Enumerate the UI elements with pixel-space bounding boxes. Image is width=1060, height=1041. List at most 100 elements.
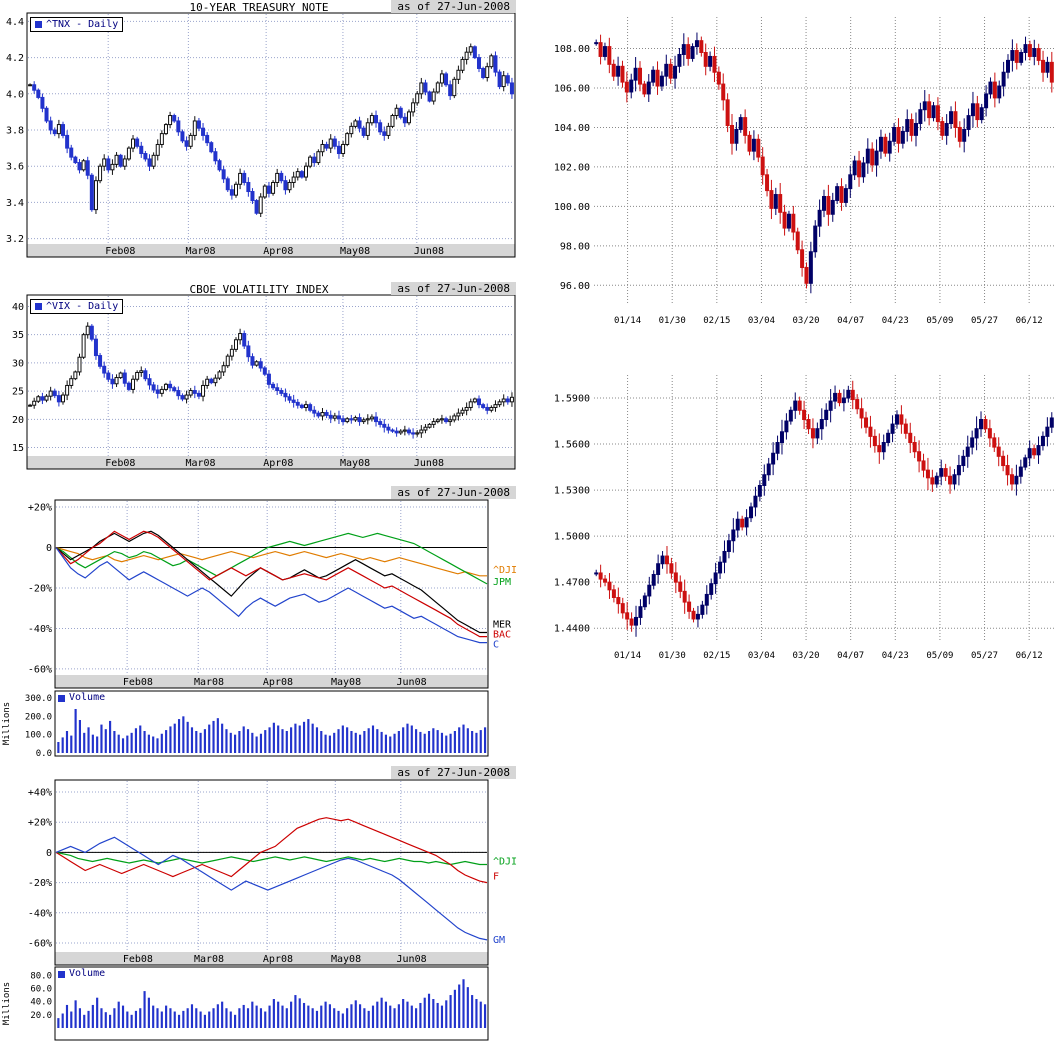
- svg-text:0: 0: [46, 543, 52, 554]
- svg-text:4.2: 4.2: [6, 53, 24, 64]
- treasury-chart-panel: 3.2 3.4 3.6 3.8 4.0 4.2 4.4 Feb08 Mar08 Apr08 May0…: [0, 0, 518, 272]
- svg-text:F: F: [493, 872, 499, 883]
- svg-text:1.4400: 1.4400: [554, 624, 590, 635]
- svg-text:100.0: 100.0: [25, 731, 52, 741]
- vix-legend: ^VIX - Daily: [30, 299, 124, 314]
- svg-text:Jun08: Jun08: [397, 954, 427, 965]
- svg-text:Millions: Millions: [2, 982, 12, 1025]
- svg-text:4.0: 4.0: [6, 89, 24, 100]
- svg-text:Feb08: Feb08: [105, 246, 135, 257]
- svg-text:JPM: JPM: [493, 577, 511, 588]
- treasury-chart-title: 10-YEAR TREASURY NOTE: [189, 1, 329, 14]
- svg-text:Apr08: Apr08: [263, 246, 293, 257]
- financials-compare-chart-panel: +20% 0 -20% -40% -60% Feb08 Mar08 Apr08 May08 Jun…: [0, 486, 518, 763]
- usdjpy-chart-panel: 96.00 98.00 100.00 102.00 104.00 106.00 108.00…: [540, 5, 1060, 340]
- svg-text:04/23: 04/23: [882, 651, 909, 661]
- svg-text:20.0: 20.0: [30, 1011, 52, 1021]
- svg-text:C: C: [493, 640, 499, 651]
- svg-text:20: 20: [12, 415, 24, 426]
- svg-text:3.6: 3.6: [6, 162, 24, 173]
- svg-text:-20%: -20%: [28, 878, 52, 889]
- svg-text:^DJI: ^DJI: [493, 856, 517, 867]
- autos-compare-chart-panel: +40% +20% 0 -20% -40% -60% Feb08 Mar08 Apr08 May0…: [0, 766, 518, 1041]
- svg-text:40: 40: [12, 302, 24, 313]
- svg-text:1.4700: 1.4700: [554, 578, 590, 589]
- svg-text:98.00: 98.00: [560, 241, 590, 252]
- svg-text:03/20: 03/20: [793, 316, 820, 326]
- svg-text:0.0: 0.0: [36, 749, 52, 759]
- svg-text:30: 30: [12, 358, 24, 369]
- treasury-asof-label: as of 27-Jun-2008: [391, 0, 516, 13]
- svg-text:1.5000: 1.5000: [554, 532, 590, 543]
- financials-volume-legend: Volume: [58, 692, 105, 704]
- svg-text:04/07: 04/07: [837, 651, 864, 661]
- autos-volume-legend: Volume: [58, 968, 105, 980]
- svg-text:Jun08: Jun08: [397, 677, 427, 688]
- autos-compare-canvas: +40% +20% 0 -20% -40% -60% Feb08 Mar08 Apr08 May0…: [2, 779, 517, 1041]
- svg-text:1.5900: 1.5900: [554, 394, 590, 405]
- svg-text:02/15: 02/15: [703, 316, 730, 326]
- eurusd-candlestick-canvas: 1.4400 1.4700 1.5000 1.5300 1.5600 1.5900 01/1…: [554, 375, 1054, 661]
- series-swatch-icon: [35, 21, 42, 28]
- treasury-legend: ^TNX - Daily: [30, 17, 124, 32]
- svg-text:Mar08: Mar08: [185, 458, 215, 469]
- svg-text:Millions: Millions: [2, 702, 12, 745]
- svg-text:300.0: 300.0: [25, 694, 52, 704]
- svg-text:-40%: -40%: [28, 624, 52, 635]
- vix-candlestick-canvas: 15 20 25 30 35 40 Feb08 Mar08 Apr08 May08 Jun08: [12, 294, 516, 470]
- svg-text:06/12: 06/12: [1016, 316, 1043, 326]
- svg-text:3.8: 3.8: [6, 126, 24, 137]
- svg-text:108.00: 108.00: [554, 44, 590, 55]
- svg-text:40.0: 40.0: [30, 998, 52, 1008]
- svg-text:Feb08: Feb08: [123, 954, 153, 965]
- svg-text:0: 0: [46, 848, 52, 859]
- volume-swatch-icon: [58, 970, 65, 978]
- svg-text:Feb08: Feb08: [123, 677, 153, 688]
- svg-text:May08: May08: [331, 954, 361, 965]
- svg-text:+20%: +20%: [28, 818, 52, 829]
- volume-swatch-icon: [58, 694, 65, 702]
- treasury-candlestick-canvas: 3.2 3.4 3.6 3.8 4.0 4.2 4.4 Feb08 Mar08 Apr08 May0…: [6, 12, 516, 258]
- svg-text:05/09: 05/09: [926, 316, 953, 326]
- svg-text:1.5300: 1.5300: [554, 486, 590, 497]
- svg-text:Mar08: Mar08: [185, 246, 215, 257]
- svg-text:May08: May08: [340, 458, 370, 469]
- svg-text:-40%: -40%: [28, 908, 52, 919]
- svg-text:04/23: 04/23: [882, 316, 909, 326]
- svg-text:-60%: -60%: [28, 938, 52, 949]
- svg-text:Mar08: Mar08: [194, 954, 224, 965]
- svg-text:01/30: 01/30: [659, 651, 686, 661]
- svg-text:106.00: 106.00: [554, 84, 590, 95]
- svg-text:03/20: 03/20: [793, 651, 820, 661]
- svg-text:GM: GM: [493, 935, 505, 946]
- eurusd-chart-panel: 1.4400 1.4700 1.5000 1.5300 1.5600 1.5900 01/1…: [540, 360, 1060, 670]
- financials-compare-canvas: +20% 0 -20% -40% -60% Feb08 Mar08 Apr08 May08 Jun…: [2, 499, 517, 759]
- svg-text:-20%: -20%: [28, 583, 52, 594]
- svg-text:200.0: 200.0: [25, 712, 52, 722]
- svg-text:96.00: 96.00: [560, 281, 590, 292]
- svg-text:03/04: 03/04: [748, 651, 775, 661]
- svg-text:Mar08: Mar08: [194, 677, 224, 688]
- autos-volume-label: Volume: [69, 968, 106, 979]
- svg-text:35: 35: [12, 330, 24, 341]
- svg-text:-60%: -60%: [28, 664, 52, 675]
- svg-text:May08: May08: [331, 677, 361, 688]
- svg-text:BAC: BAC: [493, 630, 511, 641]
- svg-text:25: 25: [12, 387, 24, 398]
- svg-text:05/27: 05/27: [971, 651, 998, 661]
- vix-asof-label: as of 27-Jun-2008: [391, 282, 516, 295]
- series-swatch-icon: [35, 303, 42, 310]
- svg-text:^DJI: ^DJI: [493, 565, 517, 576]
- treasury-legend-label: ^TNX - Daily: [46, 19, 119, 30]
- vix-chart-panel: 15 20 25 30 35 40 Feb08 Mar08 Apr08 May08 Jun08 CB…: [0, 282, 518, 484]
- svg-text:05/09: 05/09: [926, 651, 953, 661]
- svg-text:Jun08: Jun08: [414, 246, 444, 257]
- svg-text:Apr08: Apr08: [263, 954, 293, 965]
- svg-text:4.4: 4.4: [6, 17, 24, 28]
- svg-text:05/27: 05/27: [971, 316, 998, 326]
- svg-text:80.0: 80.0: [30, 971, 52, 981]
- svg-text:Feb08: Feb08: [105, 458, 135, 469]
- svg-text:03/04: 03/04: [748, 316, 775, 326]
- svg-text:May08: May08: [340, 246, 370, 257]
